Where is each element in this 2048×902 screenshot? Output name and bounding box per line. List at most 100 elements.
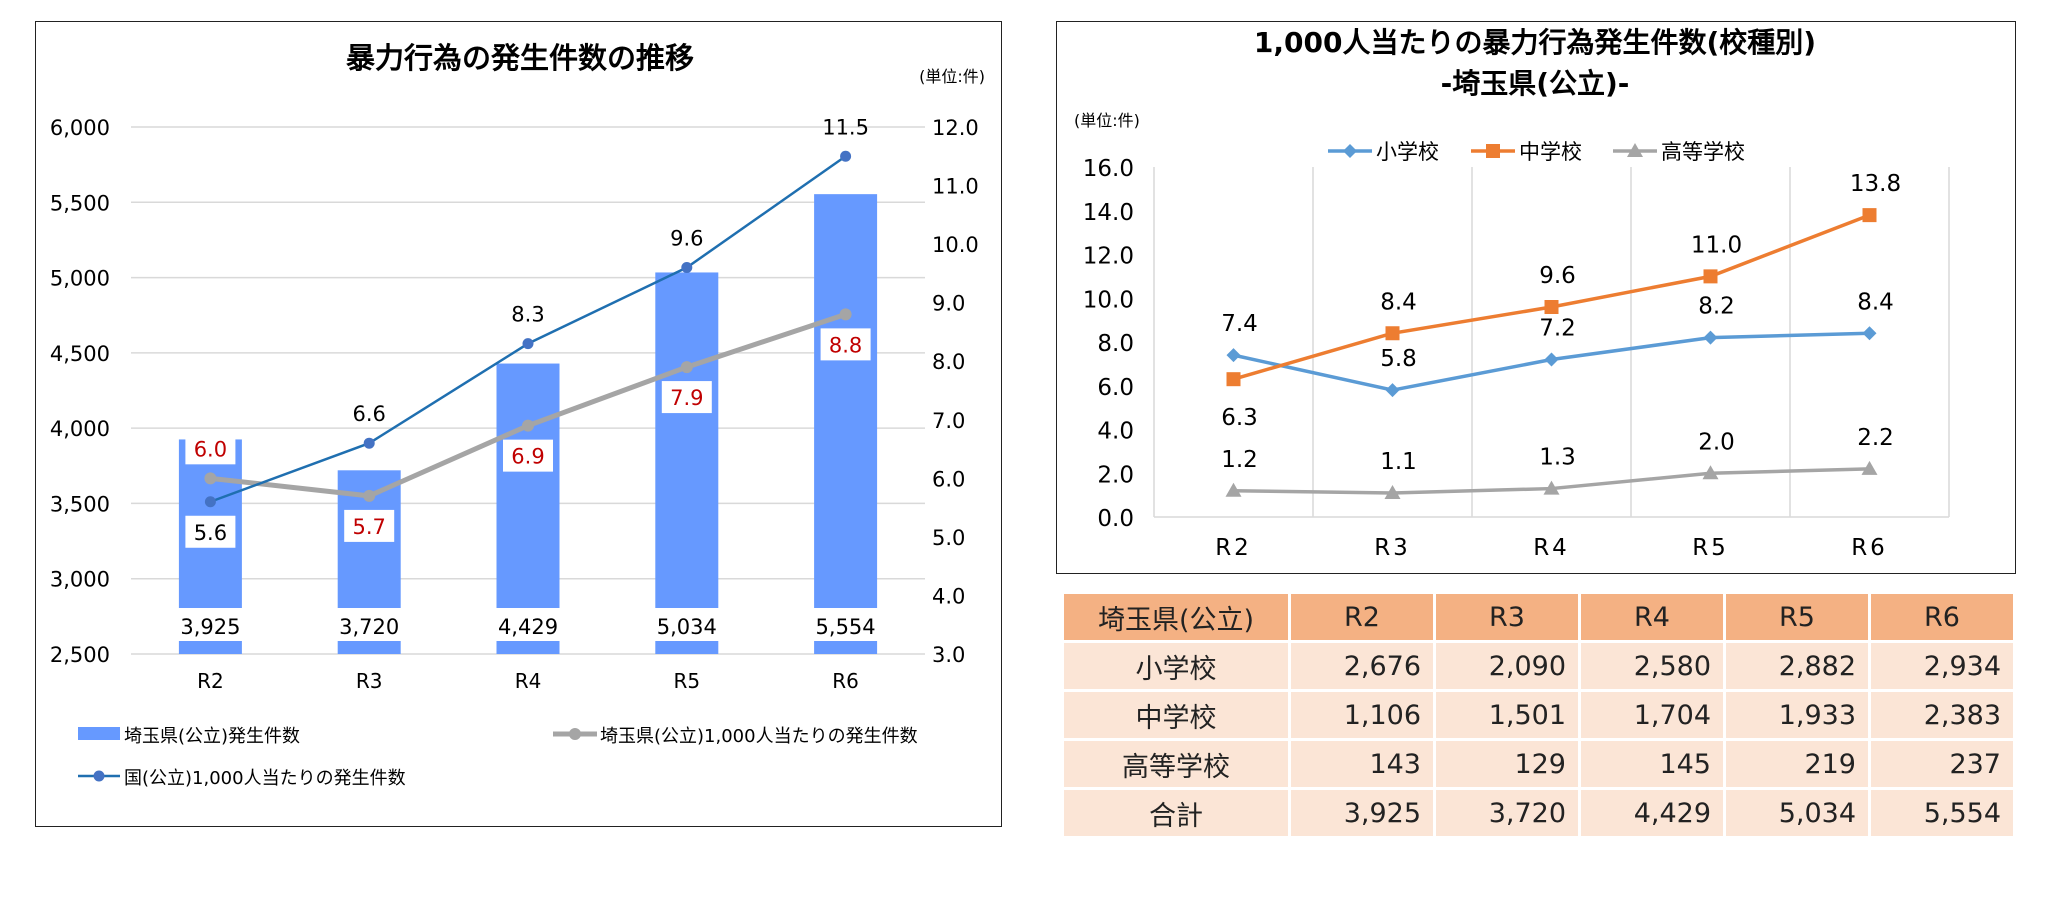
table-cell: 2,580 [1578, 640, 1726, 692]
bar-break [177, 608, 244, 641]
series-marker [840, 150, 852, 162]
data-label: 5.6 [194, 521, 227, 545]
bar [814, 194, 878, 655]
y2-tick-label: 10.0 [932, 233, 979, 257]
series-marker [1543, 480, 1560, 495]
y-tick-label: 2.0 [1097, 462, 1134, 488]
data-label: 1.2 [1221, 447, 1258, 473]
x-tick-label: R6 [1851, 535, 1888, 561]
unit-label: (単位:件) [919, 67, 985, 86]
data-label: 9.6 [670, 227, 703, 251]
series-marker [1226, 372, 1241, 387]
right-chart-frame [1056, 21, 2016, 574]
row-label: 合計 [1061, 787, 1291, 839]
x-tick-label: R3 [1374, 535, 1411, 561]
legend-marker [93, 770, 105, 782]
series-marker [1862, 326, 1877, 341]
table-header-cell: R2 [1288, 591, 1436, 643]
data-label-box [344, 509, 395, 542]
series-marker [839, 308, 852, 321]
series-marker [1544, 352, 1559, 367]
x-tick-label: R5 [1692, 535, 1729, 561]
y-tick-label: 3,500 [50, 492, 110, 516]
table-cell: 2,934 [1868, 640, 2016, 692]
series-marker [1703, 269, 1718, 284]
bar-data-label: 3,925 [180, 615, 240, 639]
x-tick-label: R4 [515, 669, 542, 693]
table-cell: 4,429 [1578, 787, 1726, 839]
y-tick-label: 2,500 [50, 643, 110, 667]
bar-data-label: 4,429 [498, 615, 558, 639]
data-label: 8.8 [829, 333, 862, 357]
bar-break [812, 608, 879, 641]
table-cell: 5,554 [1868, 787, 2016, 839]
table-cell: 1,704 [1578, 689, 1726, 741]
data-label: 6.0 [194, 437, 227, 461]
table-cell: 143 [1288, 738, 1436, 790]
y2-tick-label: 6.0 [932, 467, 965, 491]
data-label: 5.7 [352, 515, 385, 539]
left-chart-frame [35, 21, 1002, 827]
y-tick-label: 4,000 [50, 417, 110, 441]
y2-tick-label: 4.0 [932, 584, 965, 608]
legend-label: 中学校 [1519, 140, 1582, 164]
legend-marker [569, 728, 581, 740]
series-marker [363, 489, 376, 502]
data-label: 11.5 [822, 115, 869, 139]
table-header-cell: R6 [1868, 591, 2016, 643]
series-marker [363, 437, 375, 449]
data-label: 2.2 [1857, 425, 1894, 451]
bar [655, 272, 719, 654]
y-tick-label: 4.0 [1097, 419, 1134, 445]
series-marker [1385, 383, 1400, 398]
data-label-box [661, 381, 712, 414]
table-cell: 5,034 [1723, 787, 1871, 839]
series-marker [681, 262, 693, 274]
series-marker [1384, 484, 1401, 499]
series-marker [1544, 300, 1559, 314]
y-tick-label: 8.0 [1097, 331, 1134, 357]
data-label: 6.3 [1221, 405, 1258, 431]
data-label: 6.6 [352, 402, 385, 426]
row-label: 高等学校 [1061, 738, 1291, 790]
series-marker [1862, 208, 1877, 223]
y-tick-label: 6,000 [50, 116, 110, 140]
data-label: 7.9 [670, 386, 703, 410]
legend-marker [1486, 144, 1500, 158]
data-label: 5.8 [1380, 346, 1417, 372]
table-cell: 3,925 [1288, 787, 1436, 839]
series-marker [1703, 330, 1718, 345]
y2-tick-label: 9.0 [932, 292, 965, 316]
y-tick-label: 14.0 [1083, 200, 1134, 226]
y-tick-label: 6.0 [1097, 375, 1134, 401]
series-marker [1702, 465, 1719, 480]
legend-label: 埼玉県(公立)1,000人当たりの発生件数 [600, 726, 918, 747]
bar [496, 363, 560, 654]
table-cell: 1,106 [1288, 689, 1436, 741]
school-type-table: 埼玉県(公立) R2 R3 R4 R5 R6 小学校 2,676 2,090 2,58… [1061, 591, 2016, 839]
table-header-row: 埼玉県(公立) R2 R3 R4 R5 R6 [1061, 591, 2016, 643]
data-label: 8.2 [1698, 294, 1735, 320]
y2-tick-label: 5.0 [932, 526, 965, 550]
x-tick-label: R3 [356, 669, 383, 693]
bar-data-label: 5,554 [816, 615, 876, 639]
y-tick-label: 10.0 [1083, 287, 1134, 313]
data-label: 1.3 [1539, 445, 1576, 471]
table-row: 高等学校 143 129 145 219 237 [1061, 738, 2016, 790]
y2-tick-label: 7.0 [932, 409, 965, 433]
table-cell: 2,676 [1288, 640, 1436, 692]
x-tick-label: R2 [197, 669, 224, 693]
y-tick-label: 12.0 [1083, 244, 1134, 270]
series-marker [1226, 348, 1241, 363]
data-label-box [820, 328, 871, 361]
bar-break [336, 608, 403, 641]
table-cell: 1,933 [1723, 689, 1871, 741]
table-row: 小学校 2,676 2,090 2,580 2,882 2,934 [1061, 640, 2016, 692]
legend-label: 高等学校 [1661, 140, 1745, 164]
table-row: 合計 3,925 3,720 4,429 5,034 5,554 [1061, 787, 2016, 839]
table-header-cell: R5 [1723, 591, 1871, 643]
series-marker [680, 361, 693, 374]
x-tick-label: R5 [673, 669, 700, 693]
series-marker [204, 496, 216, 508]
